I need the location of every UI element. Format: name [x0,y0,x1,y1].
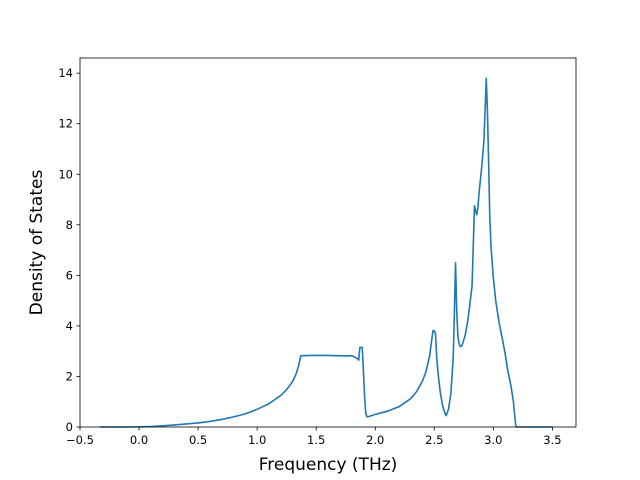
y-tick-label: 12 [58,117,73,131]
x-tick-label: 0.5 [189,433,207,447]
x-tick-label: −0.5 [66,433,94,447]
y-tick-label: 4 [66,319,73,333]
y-tick-label: 2 [66,369,73,383]
x-tick-label: 1.5 [307,433,325,447]
plot-area [80,58,576,427]
series-line [99,77,554,428]
x-axis-ticks: −0.5 0.0 0.5 1.0 1.5 2.0 2.5 3.0 3.5 [66,427,562,447]
x-tick-label: 2.0 [366,433,384,447]
y-tick-label: 0 [66,420,73,434]
x-tick-label: 0.0 [130,433,148,447]
x-axis-label: Frequency (THz) [259,455,398,475]
x-tick-label: 3.5 [543,433,561,447]
y-axis-ticks: 0 2 4 6 8 10 12 14 [58,66,80,434]
x-tick-label: 3.0 [484,433,502,447]
x-tick-label: 1.0 [248,433,266,447]
x-tick-label: 2.5 [425,433,443,447]
y-axis-label: Density of States [27,170,47,316]
plot-frame [79,57,577,428]
y-tick-label: 6 [66,268,73,282]
y-tick-label: 8 [66,218,73,232]
y-tick-label: 10 [58,167,73,181]
y-tick-label: 14 [58,66,73,80]
